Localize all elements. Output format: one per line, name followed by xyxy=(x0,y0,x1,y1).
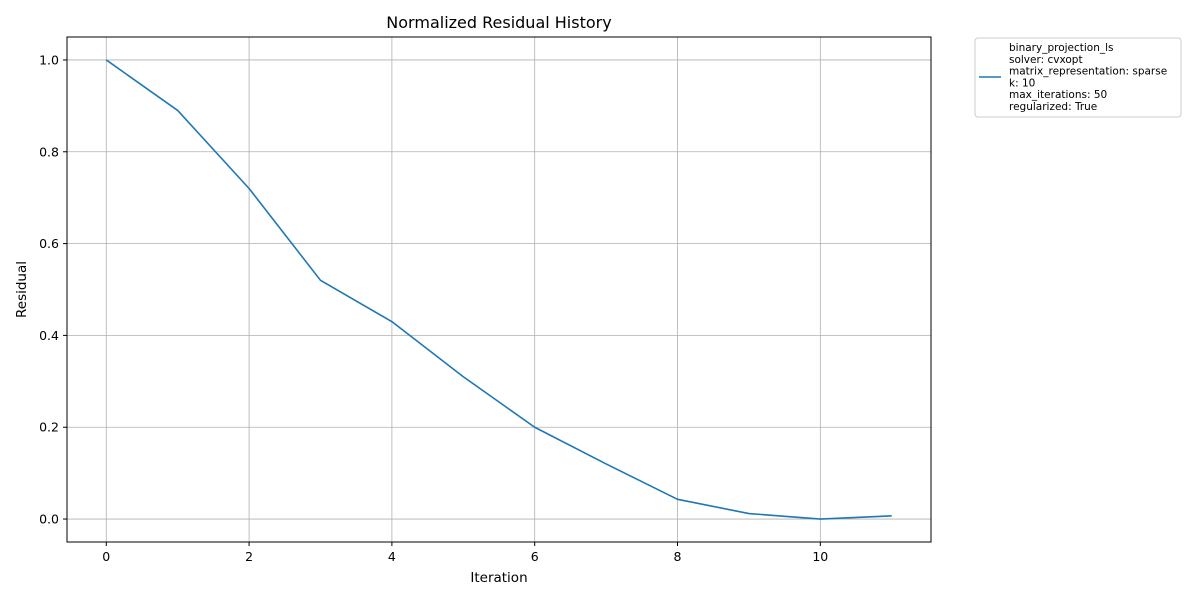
x-tick-label: 8 xyxy=(674,549,682,564)
x-tick-label: 10 xyxy=(812,549,828,564)
y-tick-label: 1.0 xyxy=(39,52,59,67)
y-tick-label: 0.4 xyxy=(39,328,59,343)
y-tick-label: 0.2 xyxy=(39,420,59,435)
y-axis-label: Residual xyxy=(14,261,30,318)
grid-lines xyxy=(67,37,931,542)
legend-box xyxy=(974,37,1182,118)
y-tick-label: 0.0 xyxy=(39,512,59,527)
legend: binary_projection_ls solver: cvxopt matrix… xyxy=(974,37,1182,118)
legend-entry: binary_projection_ls solver: cvxopt matrix… xyxy=(1009,42,1167,113)
x-axis: 0 2 4 6 8 10 xyxy=(102,542,828,564)
x-tick-label: 6 xyxy=(531,549,539,564)
y-axis: 0.0 0.2 0.4 0.6 0.8 1.0 xyxy=(39,52,67,527)
x-tick-label: 2 xyxy=(245,549,253,564)
series-line xyxy=(105,59,892,520)
y-tick-label: 0.6 xyxy=(39,236,59,251)
plot-frame xyxy=(66,36,932,543)
x-axis-label: Iteration xyxy=(470,570,527,586)
x-tick-label: 4 xyxy=(388,549,396,564)
x-tick-label: 0 xyxy=(102,549,110,564)
y-tick-label: 0.8 xyxy=(39,144,59,159)
chart-title: Normalized Residual History xyxy=(386,13,611,32)
series-layer xyxy=(105,59,892,520)
